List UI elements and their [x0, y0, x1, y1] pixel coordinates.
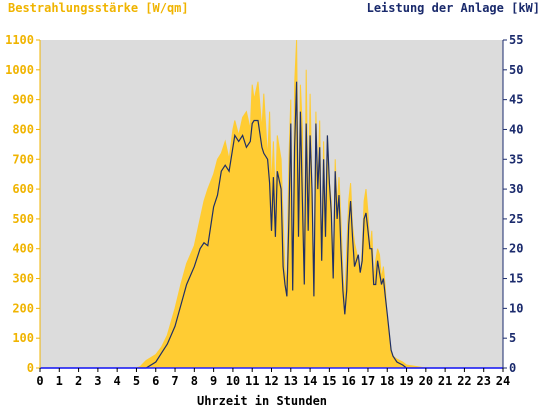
x-tick-label: 16 [341, 374, 355, 388]
right-tick-label: 10 [509, 301, 523, 315]
x-tick-label: 6 [152, 374, 159, 388]
right-tick-label: 55 [509, 33, 523, 47]
x-tick-label: 23 [476, 374, 490, 388]
x-tick-label: 24 [496, 374, 510, 388]
x-tick-label: 21 [438, 374, 452, 388]
left-tick-label: 100 [12, 331, 34, 345]
x-tick-label: 3 [94, 374, 101, 388]
left-tick-label: 1000 [5, 63, 34, 77]
left-tick-label: 500 [12, 212, 34, 226]
x-tick-label: 5 [133, 374, 140, 388]
x-tick-label: 2 [75, 374, 82, 388]
x-tick-label: 0 [36, 374, 43, 388]
right-tick-label: 15 [509, 272, 523, 286]
x-tick-label: 14 [303, 374, 317, 388]
x-tick-label: 13 [284, 374, 298, 388]
right-axis-ticks: 0 5 10 15 20 25 30 35 40 45 50 55 [503, 33, 523, 375]
x-tick-label: 15 [322, 374, 336, 388]
x-tick-label: 19 [399, 374, 413, 388]
right-tick-label: 35 [509, 152, 523, 166]
x-tick-label: 8 [191, 374, 198, 388]
left-tick-label: 0 [27, 361, 34, 375]
x-tick-label: 11 [245, 374, 259, 388]
right-tick-label: 0 [509, 361, 516, 375]
right-tick-label: 30 [509, 182, 523, 196]
x-tick-label: 12 [264, 374, 278, 388]
x-tick-label: 7 [171, 374, 178, 388]
power-line [40, 81, 503, 369]
x-tick-label: 10 [226, 374, 240, 388]
left-tick-label: 400 [12, 242, 34, 256]
x-tick-label: 4 [114, 374, 121, 388]
x-tick-label: 1 [56, 374, 63, 388]
right-tick-label: 20 [509, 242, 523, 256]
left-tick-label: 700 [12, 152, 34, 166]
x-tick-label: 9 [210, 374, 217, 388]
right-tick-label: 50 [509, 63, 523, 77]
left-tick-label: 300 [12, 272, 34, 286]
right-tick-label: 45 [509, 93, 523, 107]
irradiance-area [40, 39, 503, 369]
x-axis-label: Uhrzeit in Stunden [197, 394, 327, 408]
left-tick-label: 800 [12, 122, 34, 136]
x-tick-label: 20 [419, 374, 433, 388]
x-axis-ticks: 0 1 2 3 4 5 6 7 8 9 10 11 12 13 14 15 16 17 18 19 20 21 22 23 24 [36, 368, 510, 388]
left-tick-label: 1100 [5, 33, 34, 47]
x-tick-label: 17 [361, 374, 375, 388]
x-tick-label: 18 [380, 374, 394, 388]
left-tick-label: 900 [12, 93, 34, 107]
left-axis-ticks: 0 100 200 300 400 500 600 700 800 900 1000 1100 [5, 33, 40, 375]
left-axis-title: Bestrahlungsstärke [W/qm] [8, 1, 189, 15]
right-tick-label: 40 [509, 122, 523, 136]
right-tick-label: 5 [509, 331, 516, 345]
left-tick-label: 200 [12, 301, 34, 315]
x-tick-label: 22 [457, 374, 471, 388]
left-tick-label: 600 [12, 182, 34, 196]
right-axis-title: Leistung der Anlage [kW] [367, 1, 540, 15]
right-tick-label: 25 [509, 212, 523, 226]
